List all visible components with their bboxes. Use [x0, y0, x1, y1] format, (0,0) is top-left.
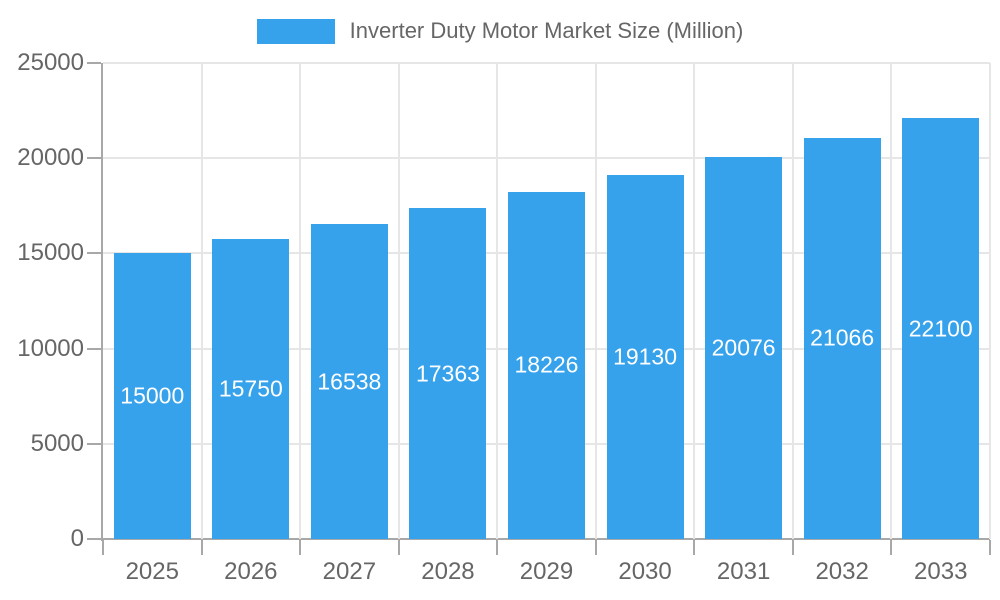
v-gridline — [299, 63, 302, 539]
x-tick-mark — [890, 540, 893, 555]
x-tick-label: 2027 — [322, 558, 377, 585]
bar-value-label: 22100 — [908, 315, 973, 342]
y-tick-label: 20000 — [17, 144, 84, 172]
x-tick-label: 2030 — [618, 558, 672, 585]
x-tick-label: 2028 — [421, 558, 475, 585]
y-tick-mark — [87, 62, 101, 64]
bar-value-label: 21066 — [810, 324, 875, 351]
bar-2033 — [902, 118, 980, 539]
x-tick-mark — [594, 540, 597, 555]
v-gridline — [890, 63, 893, 539]
bar-2032 — [803, 137, 881, 539]
x-tick-label: 2033 — [914, 558, 968, 585]
bar-value-label: 15000 — [120, 382, 185, 409]
chart-legend[interactable]: Inverter Duty Motor Market Size (Million… — [0, 18, 1000, 44]
y-tick-mark — [87, 442, 101, 445]
x-tick-label: 2031 — [716, 558, 771, 585]
v-gridline — [791, 63, 794, 539]
v-gridline — [594, 63, 597, 539]
h-gridline — [103, 157, 990, 160]
x-tick-mark — [397, 540, 400, 555]
y-tick-label: 0 — [70, 525, 84, 552]
y-axis-line — [101, 63, 103, 541]
y-tick-label: 10000 — [17, 334, 84, 362]
bar-value-label: 15750 — [218, 375, 283, 402]
bar-value-label: 19130 — [613, 343, 678, 370]
v-gridline — [989, 63, 991, 539]
y-tick-mark — [87, 252, 101, 255]
x-tick-mark — [299, 540, 302, 555]
x-tick-mark — [989, 540, 991, 555]
bar-value-label: 18226 — [514, 351, 579, 378]
x-tick-label: 2029 — [519, 558, 574, 585]
bar-2028 — [409, 208, 487, 539]
bar-2025 — [113, 253, 191, 539]
legend-label: Inverter Duty Motor Market Size (Million… — [349, 18, 744, 43]
y-tick-mark — [87, 157, 101, 160]
bar-2030 — [606, 174, 684, 539]
y-tick-mark — [87, 347, 101, 350]
x-axis-line — [101, 538, 990, 540]
v-gridline — [397, 63, 400, 539]
x-tick-label: 2026 — [224, 558, 278, 585]
bar-2027 — [310, 224, 388, 539]
bar-value-label: 20076 — [711, 334, 776, 361]
y-tick-label: 25000 — [17, 49, 84, 76]
x-tick-mark — [200, 540, 203, 555]
y-tick-label: 5000 — [30, 429, 84, 457]
v-gridline — [200, 63, 203, 539]
x-tick-mark — [791, 540, 794, 555]
h-gridline — [103, 62, 990, 64]
x-tick-label: 2032 — [815, 558, 869, 585]
plot-area: 15000 15750 16538 17363 18226 19130 20076 21066… — [103, 62, 991, 539]
x-tick-mark — [496, 540, 499, 555]
v-gridline — [693, 63, 696, 539]
x-tick-mark — [102, 540, 104, 555]
bar-2026 — [212, 239, 290, 539]
y-tick-mark — [87, 538, 101, 540]
bar-value-label: 17363 — [415, 360, 480, 387]
legend-swatch — [256, 18, 335, 44]
x-tick-mark — [693, 540, 696, 555]
y-tick-label: 15000 — [17, 239, 84, 267]
bar-2031 — [705, 156, 783, 539]
bar-2029 — [508, 191, 585, 539]
bar-value-label: 16538 — [317, 368, 382, 395]
v-gridline — [496, 63, 499, 539]
x-tick-label: 2025 — [125, 558, 179, 585]
